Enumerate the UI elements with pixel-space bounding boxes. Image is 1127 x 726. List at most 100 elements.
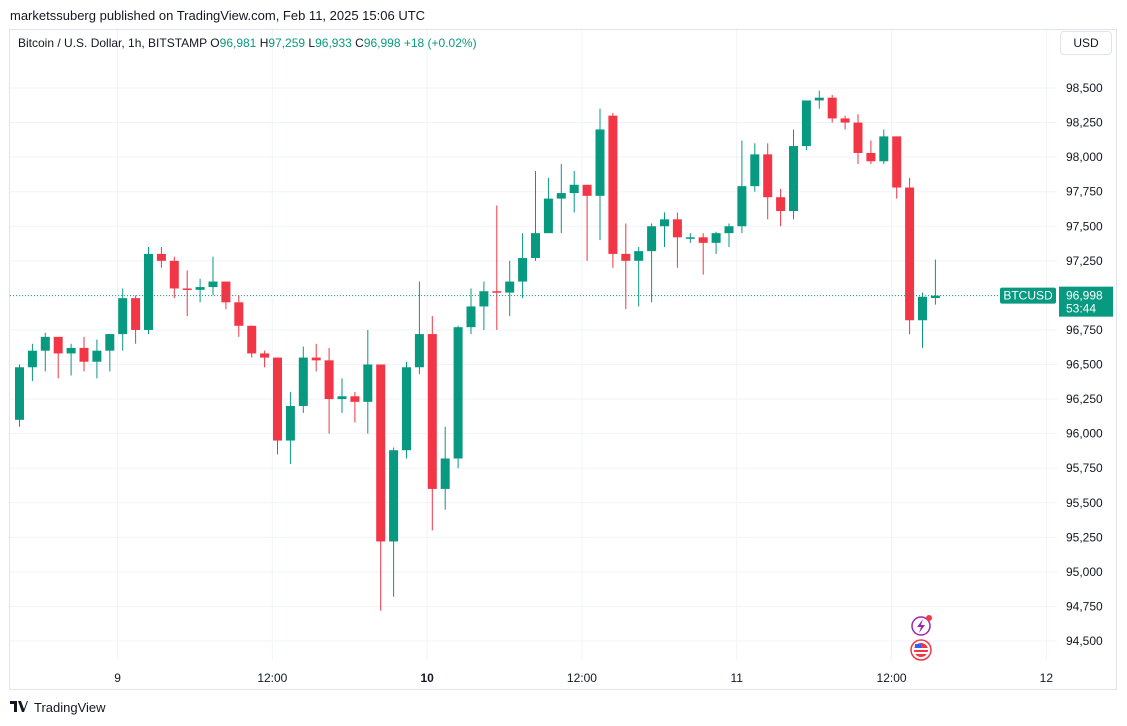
candle-body xyxy=(672,219,682,238)
candle-body xyxy=(311,357,321,361)
y-tick-label: 95,750 xyxy=(1066,461,1103,475)
candle-body xyxy=(285,405,295,441)
candle-body xyxy=(40,336,50,351)
tradingview-logo-icon xyxy=(10,700,28,715)
currency-button[interactable]: USD xyxy=(1060,31,1112,55)
candle-body xyxy=(492,291,502,293)
candle-body xyxy=(66,347,76,354)
candle-body xyxy=(15,367,24,420)
candle-body xyxy=(930,295,940,299)
x-tick-label: 12:00 xyxy=(567,671,597,685)
candle-body xyxy=(660,219,669,227)
candle-body xyxy=(27,350,37,368)
grid-lines xyxy=(10,30,1057,660)
symbol-badge xyxy=(1000,287,1056,304)
x-tick-label: 12 xyxy=(1040,671,1054,685)
x-tick-label: 10 xyxy=(420,671,434,685)
candle-body xyxy=(608,115,618,254)
candle-body xyxy=(698,237,708,243)
candle-body xyxy=(776,197,786,212)
candle-body xyxy=(582,184,592,196)
symbol-badge-text: BTCUSD xyxy=(1003,289,1053,303)
candle-body xyxy=(221,281,231,303)
candle-body xyxy=(92,350,102,362)
candle-body xyxy=(376,364,386,542)
y-tick-label: 96,750 xyxy=(1066,323,1103,337)
y-tick-label: 94,750 xyxy=(1066,599,1103,613)
y-tick-label: 94,500 xyxy=(1066,634,1103,648)
candle-body xyxy=(737,186,747,227)
candle-body xyxy=(363,364,373,402)
candle-body xyxy=(337,396,347,400)
candle-body xyxy=(479,291,489,307)
close-label: C xyxy=(355,36,364,50)
candle-body xyxy=(53,336,63,354)
chart-frame xyxy=(9,29,1117,690)
y-tick-label: 97,750 xyxy=(1066,185,1103,199)
flag-canton xyxy=(915,644,921,648)
candle-body xyxy=(892,136,902,188)
candle-body xyxy=(208,281,218,288)
candle-body xyxy=(298,357,308,406)
candle-body xyxy=(531,233,540,259)
candle-body xyxy=(260,353,270,358)
candle-body xyxy=(505,281,515,293)
change-value: +18 (+0.02%) xyxy=(403,36,477,50)
event-dot-icon xyxy=(926,615,932,621)
candle-body xyxy=(905,187,915,321)
low-label: L xyxy=(308,36,316,50)
candle-body xyxy=(118,298,128,335)
candle-body xyxy=(866,152,876,162)
candle-body xyxy=(685,237,695,239)
y-axis: 98,500 98,250 98,000 97,750 97,500 97,250 96,7… xyxy=(1066,81,1103,648)
publisher-line: marketssuberg published on TradingView.c… xyxy=(10,8,426,23)
footer-brand: TradingView xyxy=(10,700,106,715)
candle-body xyxy=(105,334,115,351)
candle-body xyxy=(169,260,179,289)
x-axis: 9 12:00 10 12:00 11 12:00 12 xyxy=(114,671,1053,685)
candle-body xyxy=(131,298,141,330)
candle-body xyxy=(389,450,399,542)
candle-body xyxy=(556,193,566,199)
candle-body xyxy=(918,296,927,321)
y-tick-label: 95,500 xyxy=(1066,496,1103,510)
price-badge-countdown: 53:44 xyxy=(1066,302,1096,316)
candle-body xyxy=(647,226,657,252)
candle-body xyxy=(247,325,257,354)
candle-body xyxy=(414,334,424,368)
x-tick-label: 11 xyxy=(731,671,744,685)
candle-body xyxy=(543,198,553,234)
us-flag-event-icon xyxy=(910,639,932,661)
candle-body xyxy=(569,184,579,194)
candle-body xyxy=(350,396,360,402)
candle-body xyxy=(79,347,89,362)
candle-body xyxy=(324,360,334,400)
flag-stripe xyxy=(914,648,928,650)
y-tick-label: 98,000 xyxy=(1066,150,1103,164)
candle-body xyxy=(402,367,411,451)
high-value: 97,259 xyxy=(268,36,306,50)
symbol-legend: Bitcoin / U.S. Dollar, 1h, BITSTAMP O96,… xyxy=(18,36,477,50)
y-tick-label: 98,500 xyxy=(1066,81,1103,95)
high-label: H xyxy=(259,36,269,50)
lightning-bolt-icon xyxy=(917,619,925,633)
candle-body xyxy=(789,146,798,212)
candle-body xyxy=(879,136,889,162)
candle-body xyxy=(234,302,244,326)
y-tick-label: 95,000 xyxy=(1066,565,1103,579)
y-tick-label: 97,500 xyxy=(1066,219,1103,233)
y-tick-label: 95,250 xyxy=(1066,530,1103,544)
flag-stripe xyxy=(914,652,928,654)
candle-body xyxy=(144,253,153,330)
x-tick-label: 9 xyxy=(114,671,121,685)
candle-body xyxy=(453,327,463,459)
y-tick-label: 96,250 xyxy=(1066,392,1103,406)
candle-body xyxy=(801,100,811,147)
candle-body xyxy=(518,258,528,282)
price-badge-value: 96,998 xyxy=(1066,289,1103,303)
candles-layer xyxy=(15,90,940,611)
symbol-title: Bitcoin / U.S. Dollar, 1h, BITSTAMP xyxy=(18,36,207,50)
candle-body xyxy=(827,97,837,119)
